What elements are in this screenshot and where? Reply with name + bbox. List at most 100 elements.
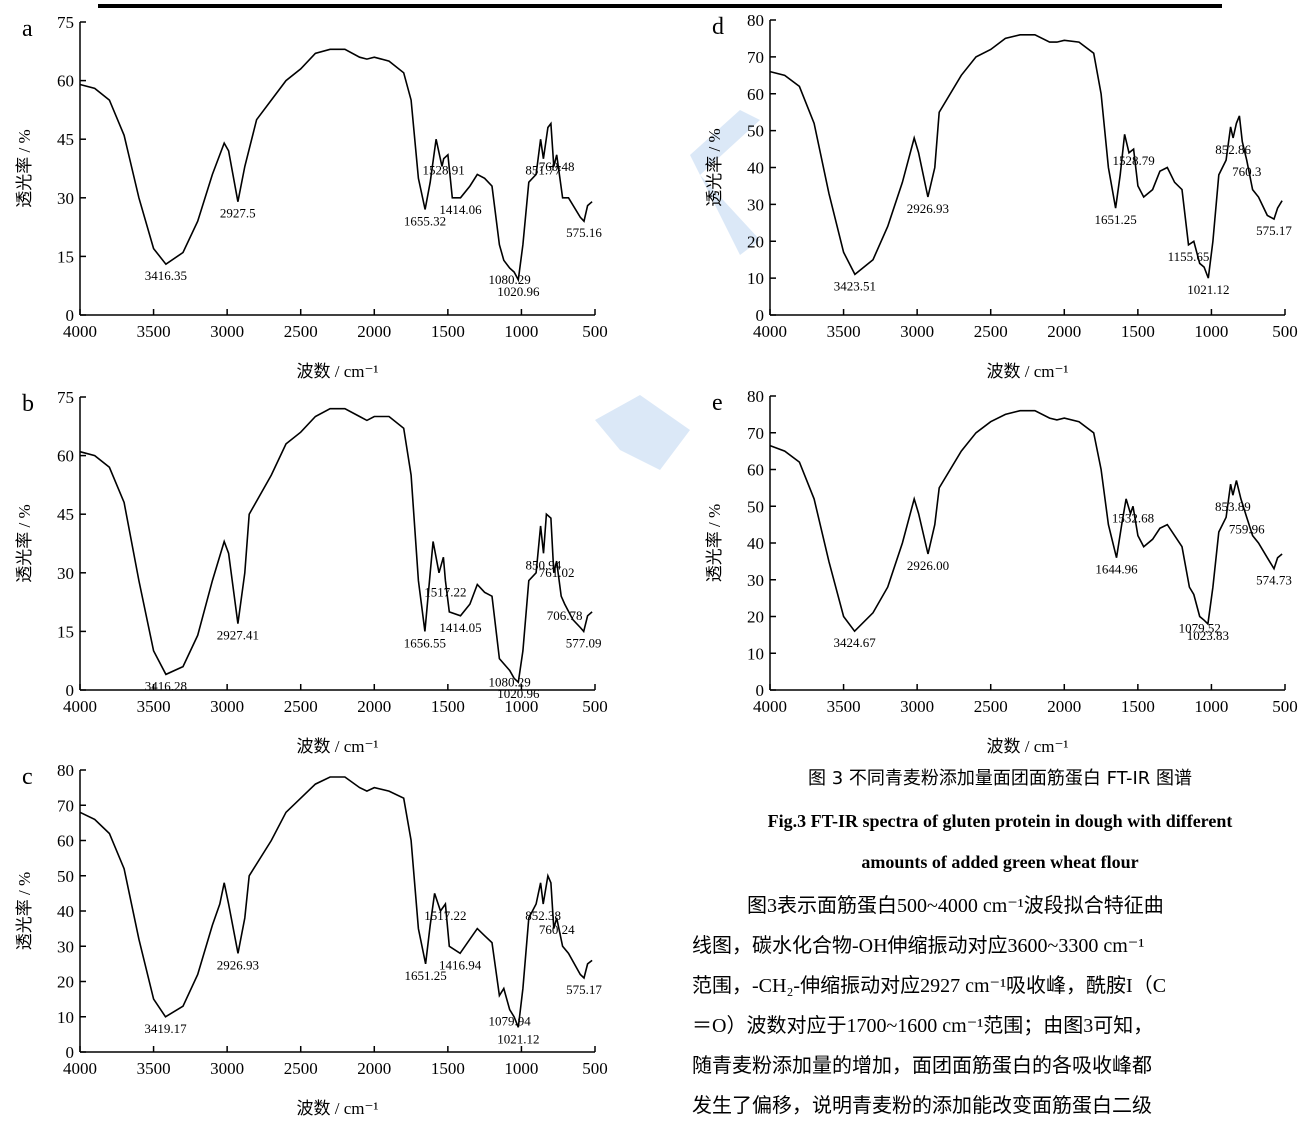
spectrum-line xyxy=(79,48,593,283)
peak-label: 1517.22 xyxy=(424,585,466,600)
caption-cn: 图 3 不同青麦粉添加量面团面筋蛋白 FT-IR 图谱 xyxy=(808,768,1192,789)
peak-label: 2926.93 xyxy=(217,957,259,972)
y-tick-label: 20 xyxy=(747,232,764,251)
y-tick-label: 70 xyxy=(747,424,764,443)
x-tick-label: 4000 xyxy=(753,322,787,341)
peak-label: 3416.35 xyxy=(145,268,187,283)
x-tick-label: 3000 xyxy=(900,322,934,341)
y-tick-label: 0 xyxy=(66,306,75,325)
x-tick-label: 500 xyxy=(1272,322,1298,341)
x-tick-label: 3500 xyxy=(137,697,171,716)
watermark xyxy=(595,395,690,470)
x-tick-label: 1000 xyxy=(504,322,538,341)
x-tick-label: 3500 xyxy=(137,322,171,341)
peak-label: 2927.41 xyxy=(217,628,259,643)
y-tick-label: 0 xyxy=(756,306,765,325)
y-tick-label: 45 xyxy=(57,130,74,149)
y-axis-title: 透光率 / % xyxy=(705,128,724,206)
y-tick-label: 70 xyxy=(747,48,764,67)
x-tick-label: 2500 xyxy=(284,697,318,716)
peak-label: 575.17 xyxy=(566,982,602,997)
peak-label: 575.17 xyxy=(1256,223,1292,238)
y-tick-label: 20 xyxy=(57,973,74,992)
y-tick-label: 80 xyxy=(747,11,764,30)
y-tick-label: 30 xyxy=(747,195,764,214)
y-axis-title: 透光率 / % xyxy=(15,129,34,207)
x-axis-title: 波数 / cm⁻¹ xyxy=(986,737,1068,756)
x-tick-label: 1000 xyxy=(1194,697,1228,716)
peak-label: 1651.25 xyxy=(1094,212,1136,227)
peak-label: 1414.05 xyxy=(439,620,481,635)
y-tick-label: 10 xyxy=(57,1008,74,1027)
watermark xyxy=(690,110,760,255)
caption-en: Fig.3 FT-IR spectra of gluten protein in… xyxy=(768,811,1233,831)
peak-label: 706.78 xyxy=(547,608,583,623)
y-tick-label: 80 xyxy=(747,387,764,406)
peak-label: 1021.12 xyxy=(497,1031,539,1046)
spectrum-line xyxy=(769,34,1283,279)
x-axis-title: 波数 / cm⁻¹ xyxy=(296,1099,378,1118)
spectrum-line xyxy=(79,407,593,684)
panel-label: e xyxy=(712,390,723,416)
peak-label: 1416.94 xyxy=(439,957,482,972)
peak-label: 1080.29 xyxy=(488,272,530,287)
panel-label: c xyxy=(22,764,33,790)
peak-label: 760.48 xyxy=(539,159,575,174)
peak-label: 1021.12 xyxy=(1187,282,1229,297)
y-tick-label: 20 xyxy=(747,608,764,627)
x-tick-label: 3000 xyxy=(210,1059,244,1078)
y-tick-label: 50 xyxy=(747,122,764,141)
paragraph-line: ＝O）波数对应于1700~1600 cm⁻¹范围；由图3可知， xyxy=(692,1014,1153,1037)
y-tick-label: 80 xyxy=(57,761,74,780)
y-tick-label: 30 xyxy=(57,189,74,208)
peak-label: 1651.25 xyxy=(404,968,446,983)
paragraph-line: 图3表示面筋蛋白500~4000 cm⁻¹波段拟合特征曲 xyxy=(747,894,1164,917)
y-tick-label: 60 xyxy=(57,832,74,851)
spectrum-line xyxy=(79,776,593,1028)
y-axis-title: 透光率 / % xyxy=(15,872,34,950)
y-tick-label: 15 xyxy=(57,622,74,641)
peak-label: 852.86 xyxy=(1215,142,1251,157)
peak-label: 1079.94 xyxy=(489,1014,532,1029)
y-tick-label: 75 xyxy=(57,13,74,32)
y-tick-label: 50 xyxy=(57,867,74,886)
x-tick-label: 3500 xyxy=(827,697,861,716)
peak-label: 1020.96 xyxy=(497,284,540,299)
y-tick-label: 40 xyxy=(57,902,74,921)
peak-label: 1528.79 xyxy=(1112,153,1154,168)
spectrum-line xyxy=(769,409,1283,633)
paragraph-line: 随青麦粉添加量的增加，面团面筋蛋白的各吸收峰都 xyxy=(692,1054,1152,1077)
x-tick-label: 1000 xyxy=(504,697,538,716)
peak-label: 1517.22 xyxy=(424,908,466,923)
peak-label: 760.3 xyxy=(1232,164,1261,179)
panel-label: b xyxy=(22,391,34,417)
peak-label: 1532.68 xyxy=(1112,510,1154,525)
y-tick-label: 30 xyxy=(57,937,74,956)
y-axis-title: 透光率 / % xyxy=(705,504,724,582)
peak-label: 3423.51 xyxy=(834,278,876,293)
x-tick-label: 3500 xyxy=(827,322,861,341)
y-tick-label: 10 xyxy=(747,269,764,288)
peak-label: 1655.32 xyxy=(404,214,446,229)
x-tick-label: 2500 xyxy=(974,697,1008,716)
y-axis-title: 透光率 / % xyxy=(15,504,34,582)
x-tick-label: 1500 xyxy=(1121,697,1155,716)
peak-label: 852.38 xyxy=(525,908,561,923)
peak-label: 1656.55 xyxy=(404,635,446,650)
x-axis-title: 波数 / cm⁻¹ xyxy=(986,362,1068,381)
peak-label: 2926.00 xyxy=(907,558,949,573)
y-tick-label: 75 xyxy=(57,388,74,407)
x-tick-label: 500 xyxy=(582,697,608,716)
x-tick-label: 2000 xyxy=(357,322,391,341)
y-tick-label: 10 xyxy=(747,644,764,663)
y-tick-label: 70 xyxy=(57,796,74,815)
y-tick-label: 60 xyxy=(747,85,764,104)
y-tick-label: 40 xyxy=(747,534,764,553)
panel-label: d xyxy=(712,14,724,40)
y-tick-label: 30 xyxy=(57,564,74,583)
x-tick-label: 4000 xyxy=(63,322,97,341)
x-tick-label: 500 xyxy=(582,1059,608,1078)
y-tick-label: 45 xyxy=(57,505,74,524)
